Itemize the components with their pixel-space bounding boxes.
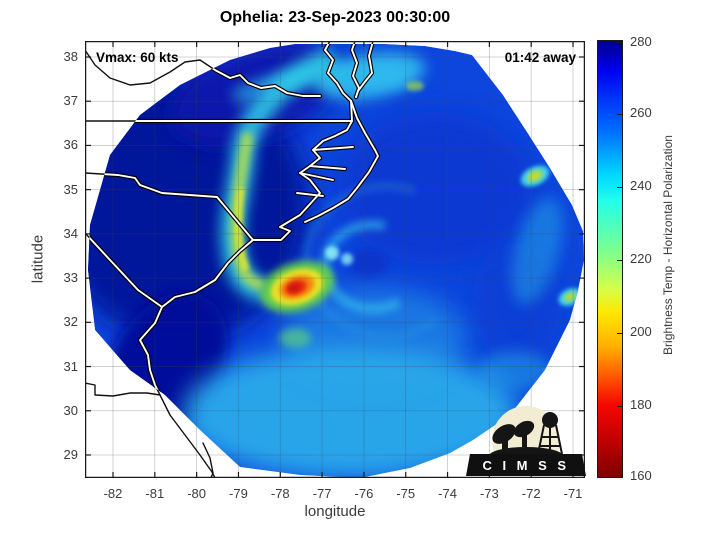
outer-cell-north [406, 81, 424, 91]
colorbar-tick-mark [617, 333, 622, 334]
logo-water-tower-tank [542, 412, 558, 428]
x-axis-label: longitude [304, 503, 366, 520]
colorbar-tick-label: 200 [630, 324, 652, 339]
x-tick-label: -82 [103, 486, 123, 501]
cyan-streak-east [511, 197, 563, 305]
colorbar-tick-mark [617, 114, 622, 115]
logo-dish-right-mount [522, 433, 527, 447]
countdown-annotation: 01:42 away [504, 50, 576, 65]
cimss-logo: C I M S S [466, 406, 586, 476]
y-tick-label: 33 [63, 270, 78, 286]
x-tick-label: -75 [396, 486, 416, 501]
x-tick-label: -72 [521, 486, 541, 501]
coastline-segment [88, 172, 254, 241]
coastline-segment [324, 44, 352, 102]
outer-cell-northeast [520, 165, 550, 187]
storm-map [85, 41, 585, 478]
y-tick-label: 36 [63, 137, 78, 153]
colorbar-tick-label: 280 [630, 34, 652, 49]
deep-convection-hotspot [260, 261, 334, 313]
logo-banner [466, 454, 586, 476]
y-tick-label: 29 [63, 446, 78, 462]
cyan-region-south [182, 347, 518, 478]
colorbar-label: Brightness Temp - Horizontal Polarizatio… [661, 135, 675, 355]
x-tick-label: -76 [354, 486, 374, 501]
dark-blue-northeast [337, 112, 533, 264]
coastline-segment [309, 165, 346, 170]
colorbar-tick-mark [617, 406, 622, 407]
x-tick-label: -71 [563, 486, 583, 501]
outer-cell-east [558, 288, 582, 306]
colorbar-tick-label: 260 [630, 105, 652, 120]
logo-dish-left-mount [502, 438, 508, 452]
y-tick-label: 37 [63, 93, 78, 109]
colorbar-tick-mark [617, 187, 622, 188]
y-axis-label: latitude [29, 234, 47, 284]
y-tick-label: 31 [63, 358, 78, 374]
green-smear-south-of-hotspot [279, 328, 311, 348]
coastline-segment [85, 382, 161, 397]
x-tick-label: -73 [479, 486, 499, 501]
x-tick-label: -78 [270, 486, 290, 501]
coastline-segment [296, 192, 324, 197]
colorbar-tick-mark [617, 42, 622, 43]
vmax-annotation: Vmax: 60 kts [96, 50, 179, 65]
cyan-streak-southeast [479, 351, 551, 391]
x-tick-label: -77 [312, 486, 332, 501]
gridlines [85, 41, 585, 478]
outer-cell-southeast [545, 366, 565, 380]
colorbar-tick-mark [617, 260, 622, 261]
x-tick-label: -74 [438, 486, 457, 501]
colorbar-tick-label: 240 [630, 178, 652, 193]
y-tick-label: 32 [63, 314, 78, 330]
y-tick-label: 35 [63, 181, 78, 197]
coastline-segment [202, 442, 214, 478]
x-tick-label: -79 [229, 486, 248, 501]
y-tick-label: 34 [63, 225, 78, 241]
coastline-segment [88, 232, 163, 308]
outer-cell-yellow-core-2 [564, 292, 576, 302]
outer-cell-yellow-core [527, 170, 543, 182]
logo-dish-left [492, 424, 516, 444]
y-tick-label: 38 [63, 49, 78, 64]
plot-area: Vmax: 60 kts 01:42 away C I M S S [85, 41, 586, 478]
coastline-segment [299, 172, 334, 181]
axis-box [85, 41, 585, 478]
figure-title: Ophelia: 23-Sep-2023 00:30:00 [219, 9, 451, 26]
rainband-bright-segment [234, 187, 250, 272]
colorbar-tick-label: 180 [630, 397, 652, 412]
coastline-segment [312, 146, 354, 151]
eye-dark-spot [348, 249, 388, 277]
logo-text: C I M S S [482, 458, 569, 473]
logo-water-tower-legs [537, 424, 563, 455]
x-tick-label: -81 [145, 486, 165, 501]
coastline-segment [355, 44, 374, 98]
colorbar [597, 40, 623, 478]
cyan-knot-1 [325, 246, 339, 260]
colorbar-tick-label: 220 [630, 251, 652, 266]
x-tick-label: -80 [187, 486, 207, 501]
hotspot-dark-red-center [288, 283, 300, 293]
coastline-segment [304, 100, 379, 223]
colorbar-tick-mark [617, 475, 622, 476]
y-tick-label: 30 [63, 402, 78, 418]
colorbar-tick-label: 160 [630, 468, 652, 483]
logo-dish-right [513, 420, 535, 438]
cyan-knot-2 [341, 253, 353, 265]
